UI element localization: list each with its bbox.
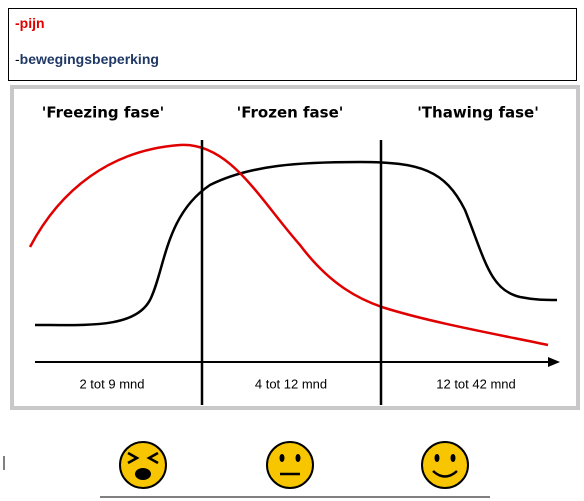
legend-item: -bewegingsbeperking <box>15 51 159 67</box>
axis-arrow <box>548 357 560 367</box>
phase-duration: 12 tot 42 mnd <box>436 376 516 391</box>
legend-marker: - <box>15 15 20 31</box>
pain-curve <box>28 143 549 347</box>
phase-title: 'Freezing fase' <box>42 104 164 122</box>
face-sad <box>119 441 167 489</box>
phase-title: 'Thawing fase' <box>417 104 539 122</box>
phase-title: 'Frozen fase' <box>237 104 344 122</box>
phase-duration: 2 tot 9 mnd <box>79 376 144 391</box>
legend-box <box>8 8 577 81</box>
legend-label: pijn <box>20 15 45 31</box>
phase-duration: 4 tot 12 mnd <box>255 376 327 391</box>
legend-item: -pijn <box>15 15 45 31</box>
legend-marker: - <box>15 51 20 67</box>
face-happy <box>421 441 469 489</box>
stiffness-curve <box>34 160 558 327</box>
legend-label: bewegingsbeperking <box>20 51 159 67</box>
panel <box>14 89 576 406</box>
face-neutral <box>266 441 314 489</box>
